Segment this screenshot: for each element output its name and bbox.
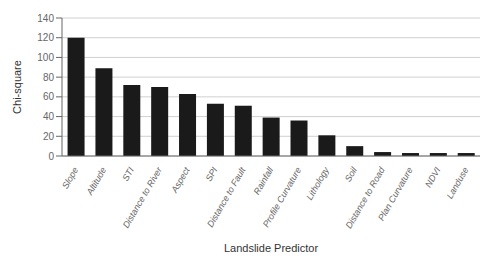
svg-text:Plan Curvature: Plan Curvature — [376, 166, 415, 223]
svg-text:Distance to Fault: Distance to Fault — [205, 165, 248, 229]
svg-text:NDVI: NDVI — [423, 165, 443, 189]
svg-text:Aspect: Aspect — [169, 165, 192, 195]
svg-text:Rainfall: Rainfall — [252, 165, 276, 197]
svg-text:Chi-square: Chi-square — [11, 60, 23, 114]
svg-text:Distance to River: Distance to River — [121, 165, 164, 230]
svg-text:60: 60 — [43, 91, 55, 102]
svg-text:80: 80 — [43, 72, 55, 83]
svg-text:0: 0 — [48, 151, 54, 162]
svg-text:40: 40 — [43, 111, 55, 122]
svg-text:Lithology: Lithology — [304, 165, 331, 202]
svg-text:Profile Curvature: Profile Curvature — [261, 166, 303, 229]
svg-text:Slope: Slope — [60, 166, 80, 191]
svg-text:20: 20 — [43, 131, 55, 142]
svg-text:100: 100 — [37, 52, 54, 63]
svg-text:Distance to Road: Distance to Road — [343, 165, 387, 231]
svg-text:STI: STI — [120, 165, 136, 183]
svg-text:Landuse: Landuse — [444, 166, 470, 201]
svg-text:120: 120 — [37, 32, 54, 43]
svg-text:SPI: SPI — [204, 165, 220, 183]
svg-text:Altitude: Altitude — [84, 166, 108, 198]
svg-text:Landslide Predictor: Landslide Predictor — [224, 242, 319, 254]
svg-text:140: 140 — [37, 13, 54, 24]
svg-text:Soil: Soil — [343, 165, 360, 184]
